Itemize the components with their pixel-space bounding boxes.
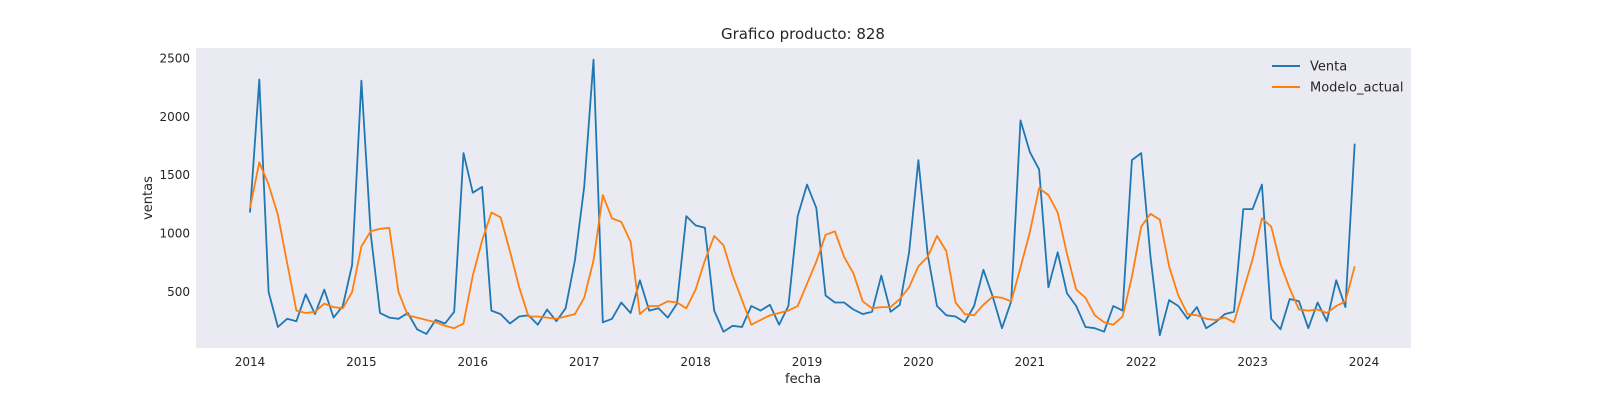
y-tick-label: 1500 bbox=[159, 168, 190, 182]
legend-label: Modelo_actual bbox=[1310, 81, 1404, 96]
y-axis-label: ventas bbox=[141, 176, 156, 220]
y-axis: 500 1000 1500 2000 2500 bbox=[159, 52, 190, 299]
x-tick-label: 2022 bbox=[1126, 355, 1157, 369]
chart-title: Grafico producto: 828 bbox=[721, 25, 885, 43]
x-tick-label: 2015 bbox=[346, 355, 377, 369]
legend-label: Venta bbox=[1310, 60, 1347, 75]
x-tick-label: 2023 bbox=[1237, 355, 1268, 369]
x-tick-label: 2016 bbox=[458, 355, 489, 369]
y-tick-label: 1000 bbox=[159, 227, 190, 241]
x-tick-label: 2014 bbox=[235, 355, 266, 369]
x-axis-label: fecha bbox=[785, 372, 821, 387]
legend: Venta Modelo_actual bbox=[1272, 60, 1404, 96]
y-tick-label: 2000 bbox=[159, 110, 190, 124]
x-tick-label: 2020 bbox=[903, 355, 934, 369]
x-axis: 2014 2015 2016 2017 2018 2019 2020 2021 2022 2023… bbox=[235, 355, 1380, 369]
y-tick-label: 2500 bbox=[159, 52, 190, 66]
x-tick-label: 2021 bbox=[1015, 355, 1046, 369]
series-line-modelo-actual bbox=[249, 161, 1356, 330]
x-tick-label: 2024 bbox=[1349, 355, 1380, 369]
x-tick-label: 2018 bbox=[680, 355, 711, 369]
x-tick-label: 2017 bbox=[569, 355, 600, 369]
y-tick-label: 500 bbox=[167, 285, 190, 299]
x-tick-label: 2019 bbox=[792, 355, 823, 369]
series-layer bbox=[249, 58, 1356, 337]
